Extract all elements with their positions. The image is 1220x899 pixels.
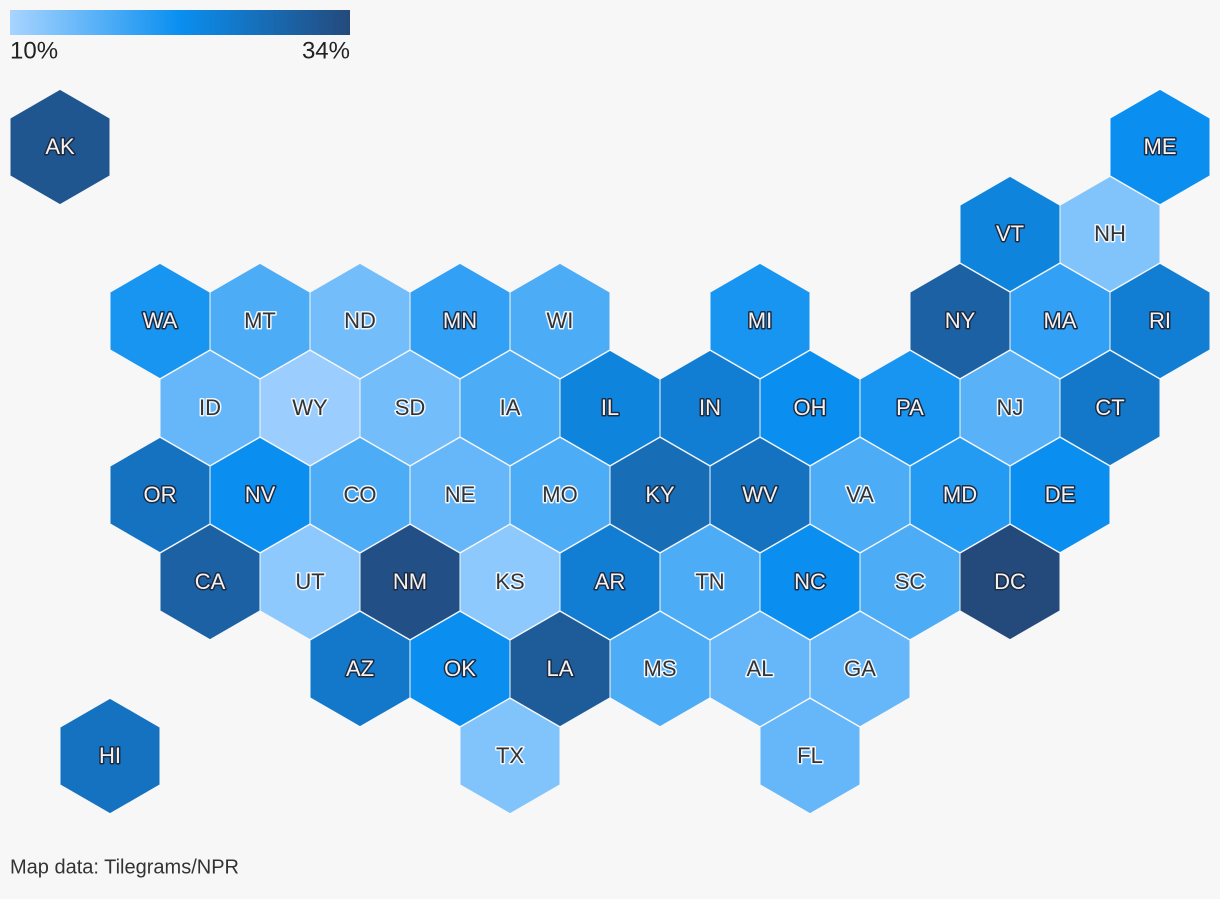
state-label: IL [601, 395, 619, 420]
state-label: KY [645, 482, 675, 507]
state-label: IA [500, 395, 521, 420]
state-label: WA [143, 308, 178, 333]
state-label: AK [45, 134, 75, 159]
state-label: AR [595, 569, 626, 594]
state-label: MD [943, 482, 977, 507]
state-label: MI [748, 308, 772, 333]
legend-label: 34% [302, 37, 350, 64]
legend-label: 10% [10, 37, 58, 64]
state-label: VT [996, 221, 1024, 246]
state-label: CA [195, 569, 226, 594]
state-label: OK [444, 656, 476, 681]
state-label: NV [245, 482, 276, 507]
state-label: MA [1044, 308, 1077, 333]
state-label: NJ [997, 395, 1024, 420]
state-label: MT [244, 308, 276, 333]
state-label: IN [699, 395, 721, 420]
state-label: HI [99, 743, 121, 768]
state-label: NE [445, 482, 476, 507]
state-label: RI [1149, 308, 1171, 333]
state-label: WI [547, 308, 574, 333]
state-label: ND [344, 308, 376, 333]
state-label: CO [344, 482, 377, 507]
state-label: GA [844, 656, 876, 681]
state-label: NH [1094, 221, 1126, 246]
state-label: TN [695, 569, 724, 594]
state-label: MS [644, 656, 677, 681]
state-label: WY [292, 395, 328, 420]
state-hex [759, 697, 861, 815]
state-label: ID [199, 395, 221, 420]
state-label: ME [1144, 134, 1177, 159]
state-hex [959, 523, 1061, 641]
state-label: AZ [346, 656, 374, 681]
state-label: WV [742, 482, 778, 507]
state-label: PA [896, 395, 924, 420]
state-label: OH [794, 395, 827, 420]
state-label: UT [295, 569, 324, 594]
state-label: AL [747, 656, 774, 681]
state-hex [59, 697, 161, 815]
state-label: OR [144, 482, 177, 507]
state-label: CT [1095, 395, 1124, 420]
state-hex [9, 88, 111, 206]
state-label: FL [797, 743, 823, 768]
state-label: SD [395, 395, 426, 420]
state-label: LA [547, 656, 574, 681]
state-label: SC [895, 569, 926, 594]
state-hex [459, 697, 561, 815]
state-label: NC [794, 569, 826, 594]
state-label: DC [994, 569, 1026, 594]
state-label: MN [443, 308, 477, 333]
state-label: DE [1045, 482, 1076, 507]
state-label: VA [846, 482, 874, 507]
state-label: TX [496, 743, 524, 768]
state-label: NY [945, 308, 976, 333]
state-label: MO [542, 482, 577, 507]
state-label: KS [495, 569, 524, 594]
state-label: NM [393, 569, 427, 594]
source-note: Map data: Tilegrams/NPR [10, 856, 239, 878]
legend-bar [10, 10, 350, 35]
